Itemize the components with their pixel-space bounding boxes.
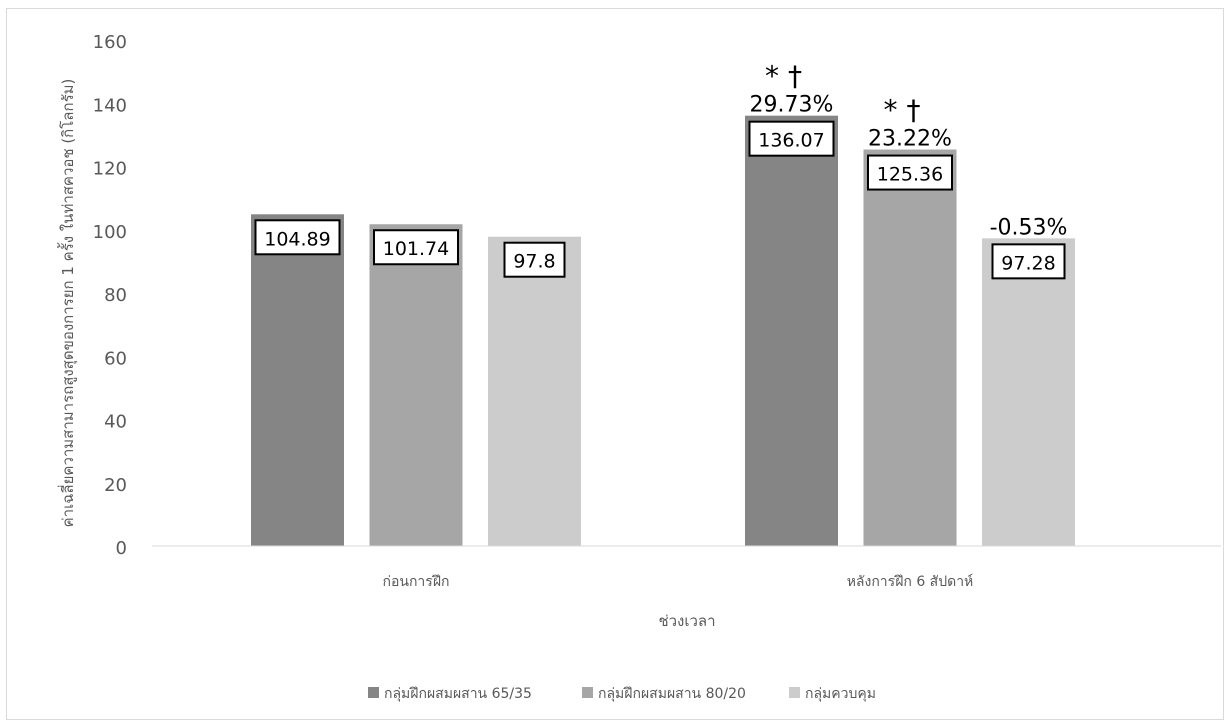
bar	[863, 149, 957, 546]
y-tick-label: 100	[93, 222, 127, 243]
legend-swatch	[368, 687, 379, 698]
bar	[369, 224, 463, 546]
bar	[982, 238, 1075, 547]
percent-change-label: -0.53%	[990, 215, 1068, 240]
x-axis-title: ช่วงเวลา	[658, 612, 715, 630]
bar	[251, 214, 344, 546]
y-tick-label: 20	[104, 475, 127, 496]
legend-label: กลุ่มฝึกผสมผสาน 80/20	[598, 686, 746, 702]
data-label: 125.36	[877, 164, 943, 186]
legend-label: กลุ่มควบคุม	[805, 686, 876, 702]
bar	[488, 236, 581, 546]
data-label-box	[991, 243, 1066, 280]
y-tick-label: 140	[93, 95, 127, 116]
legend-label: กลุ่มฝึกผสมผสาน 65/35	[384, 686, 532, 702]
percent-change-label: 29.73%	[750, 93, 834, 118]
category-label: ก่อนการฝึก	[383, 574, 450, 590]
significance-marker: * †	[765, 60, 802, 93]
significance-marker: * †	[884, 94, 921, 127]
data-label: 97.28	[1001, 252, 1055, 274]
data-label-box	[373, 229, 459, 266]
legend-swatch	[582, 687, 593, 698]
bar-chart: 0 20 40 60 80 100 120 140 160 ค่าเฉลี่ยความสามารถ…	[57, 32, 1221, 702]
data-label: 101.74	[383, 238, 449, 260]
y-tick-label: 0	[116, 538, 127, 559]
data-label: 104.89	[264, 228, 330, 250]
y-tick-label: 120	[93, 159, 127, 180]
legend-swatch	[789, 687, 800, 698]
y-tick-label: 160	[93, 32, 127, 53]
data-label-box	[867, 154, 953, 191]
data-label-box	[748, 120, 835, 157]
bar	[745, 115, 838, 547]
data-label-box	[254, 219, 341, 256]
data-label-box	[503, 241, 566, 278]
data-label: 136.07	[758, 130, 824, 152]
y-tick-label: 80	[104, 285, 127, 306]
chart-frame: 0 20 40 60 80 100 120 140 160 ค่าเฉลี่ยความสามารถ…	[6, 8, 1224, 720]
percent-change-label: 23.22%	[868, 127, 952, 152]
y-axis-title: ค่าเฉลี่ยความสามารถสูงสุดของการยก 1 ครั้…	[57, 79, 78, 528]
y-tick-label: 40	[104, 412, 127, 433]
category-label: หลังการฝึก 6 สัปดาห์	[847, 573, 974, 590]
y-tick-label: 60	[104, 348, 127, 369]
data-label: 97.8	[513, 251, 555, 273]
